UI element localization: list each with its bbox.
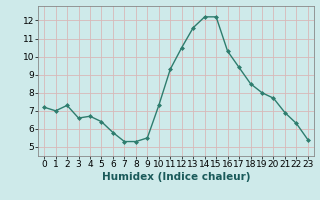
X-axis label: Humidex (Indice chaleur): Humidex (Indice chaleur) [102, 172, 250, 182]
